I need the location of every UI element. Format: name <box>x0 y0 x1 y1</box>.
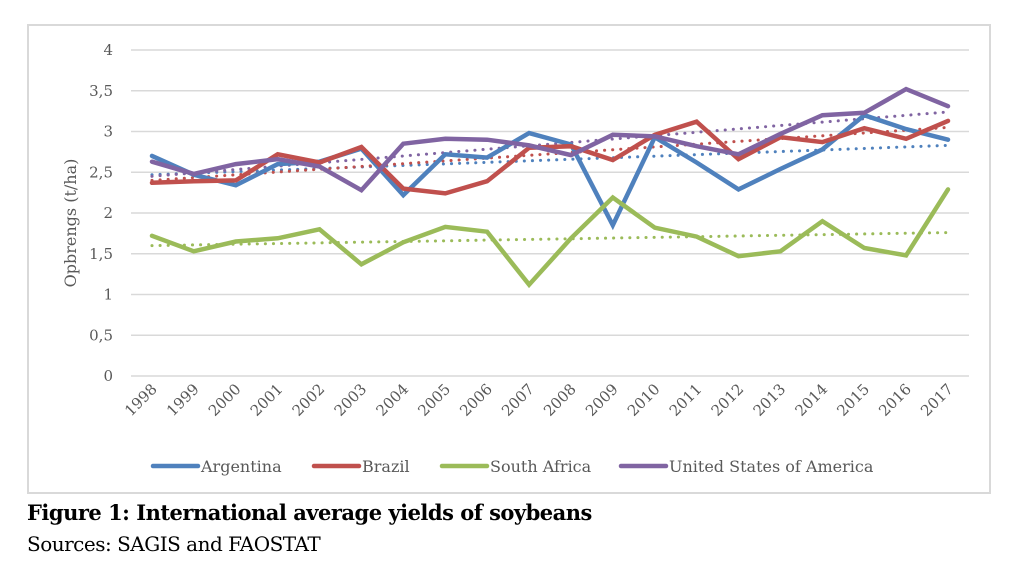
series-line-united-states-of-america <box>149 86 951 194</box>
y-tick-label: 0 <box>103 367 113 385</box>
y-tick-label: 1 <box>103 286 113 304</box>
x-tick-label: 2006 <box>456 380 496 420</box>
y-tick-label: 2,5 <box>89 163 113 181</box>
x-tick-label: 2013 <box>750 380 790 420</box>
x-tick-label: 2007 <box>498 380 538 420</box>
legend-item-united-states-of-america: United States of America <box>618 457 874 476</box>
series-lines <box>149 86 951 289</box>
legend-label: United States of America <box>669 457 874 476</box>
line-chart: 00,511,522,533,54 1998 1999 2000 2001 2002 20… <box>61 41 969 476</box>
x-tick-label: 2014 <box>791 380 831 420</box>
x-tick-label: 2016 <box>875 380 915 420</box>
x-tick-label: 2005 <box>414 380 454 420</box>
x-tick-label: 1999 <box>163 380 203 420</box>
legend: Argentina Brazil South Africa United States… <box>150 457 874 476</box>
y-axis-title: Opbrengs (t/ha) <box>61 159 80 288</box>
series-line-argentina <box>149 112 951 231</box>
trendline-united-states-of-america <box>150 110 950 178</box>
x-axis-ticks: 1998 1999 2000 2001 2002 2003 2004 2005 2006 2007… <box>121 380 957 420</box>
x-tick-label: 2001 <box>247 380 287 420</box>
y-tick-label: 0,5 <box>89 326 113 344</box>
legend-item-argentina: Argentina <box>150 457 282 476</box>
y-tick-label: 4 <box>103 41 113 59</box>
legend-item-brazil: Brazil <box>311 457 410 476</box>
x-tick-label: 2003 <box>331 380 371 420</box>
y-tick-label: 2 <box>103 204 113 222</box>
x-tick-label: 2010 <box>624 380 664 420</box>
x-tick-label: 1998 <box>121 380 161 420</box>
x-tick-label: 2017 <box>917 380 957 420</box>
y-axis-ticks: 0 0,5 1 1,5 2 2,5 3 3,5 4 <box>89 41 113 385</box>
legend-label: Argentina <box>200 457 282 476</box>
x-tick-label: 2002 <box>289 380 329 420</box>
y-tick-label: 1,5 <box>89 245 113 263</box>
x-tick-label: 2011 <box>666 380 706 420</box>
x-tick-label: 2009 <box>582 380 622 420</box>
trendline-brazil <box>150 125 950 182</box>
figure-caption-source: Sources: SAGIS and FAOSTAT <box>27 532 321 556</box>
chart-frame: 0 0,5 1 1,5 2 2,5 3 3,5 4 1998 1999 2000 2001 2002 20… <box>27 24 991 494</box>
legend-item-south-africa: South Africa <box>439 457 592 476</box>
legend-label: South Africa <box>490 457 592 476</box>
x-tick-label: 2000 <box>205 380 245 420</box>
x-tick-label: 2015 <box>833 380 873 420</box>
x-tick-label: 2012 <box>708 380 748 420</box>
y-tick-label: 3,5 <box>89 82 113 100</box>
legend-label: Brazil <box>362 457 410 476</box>
trendline-south-africa <box>150 231 950 248</box>
series-line-brazil <box>149 118 951 196</box>
y-tick-label: 3 <box>103 123 113 141</box>
x-tick-label: 2004 <box>372 380 412 420</box>
x-tick-label: 2008 <box>540 380 580 420</box>
figure-caption-title: Figure 1: International average yields o… <box>27 500 592 525</box>
gridlines <box>131 49 969 377</box>
series-line-south-africa <box>149 187 951 289</box>
